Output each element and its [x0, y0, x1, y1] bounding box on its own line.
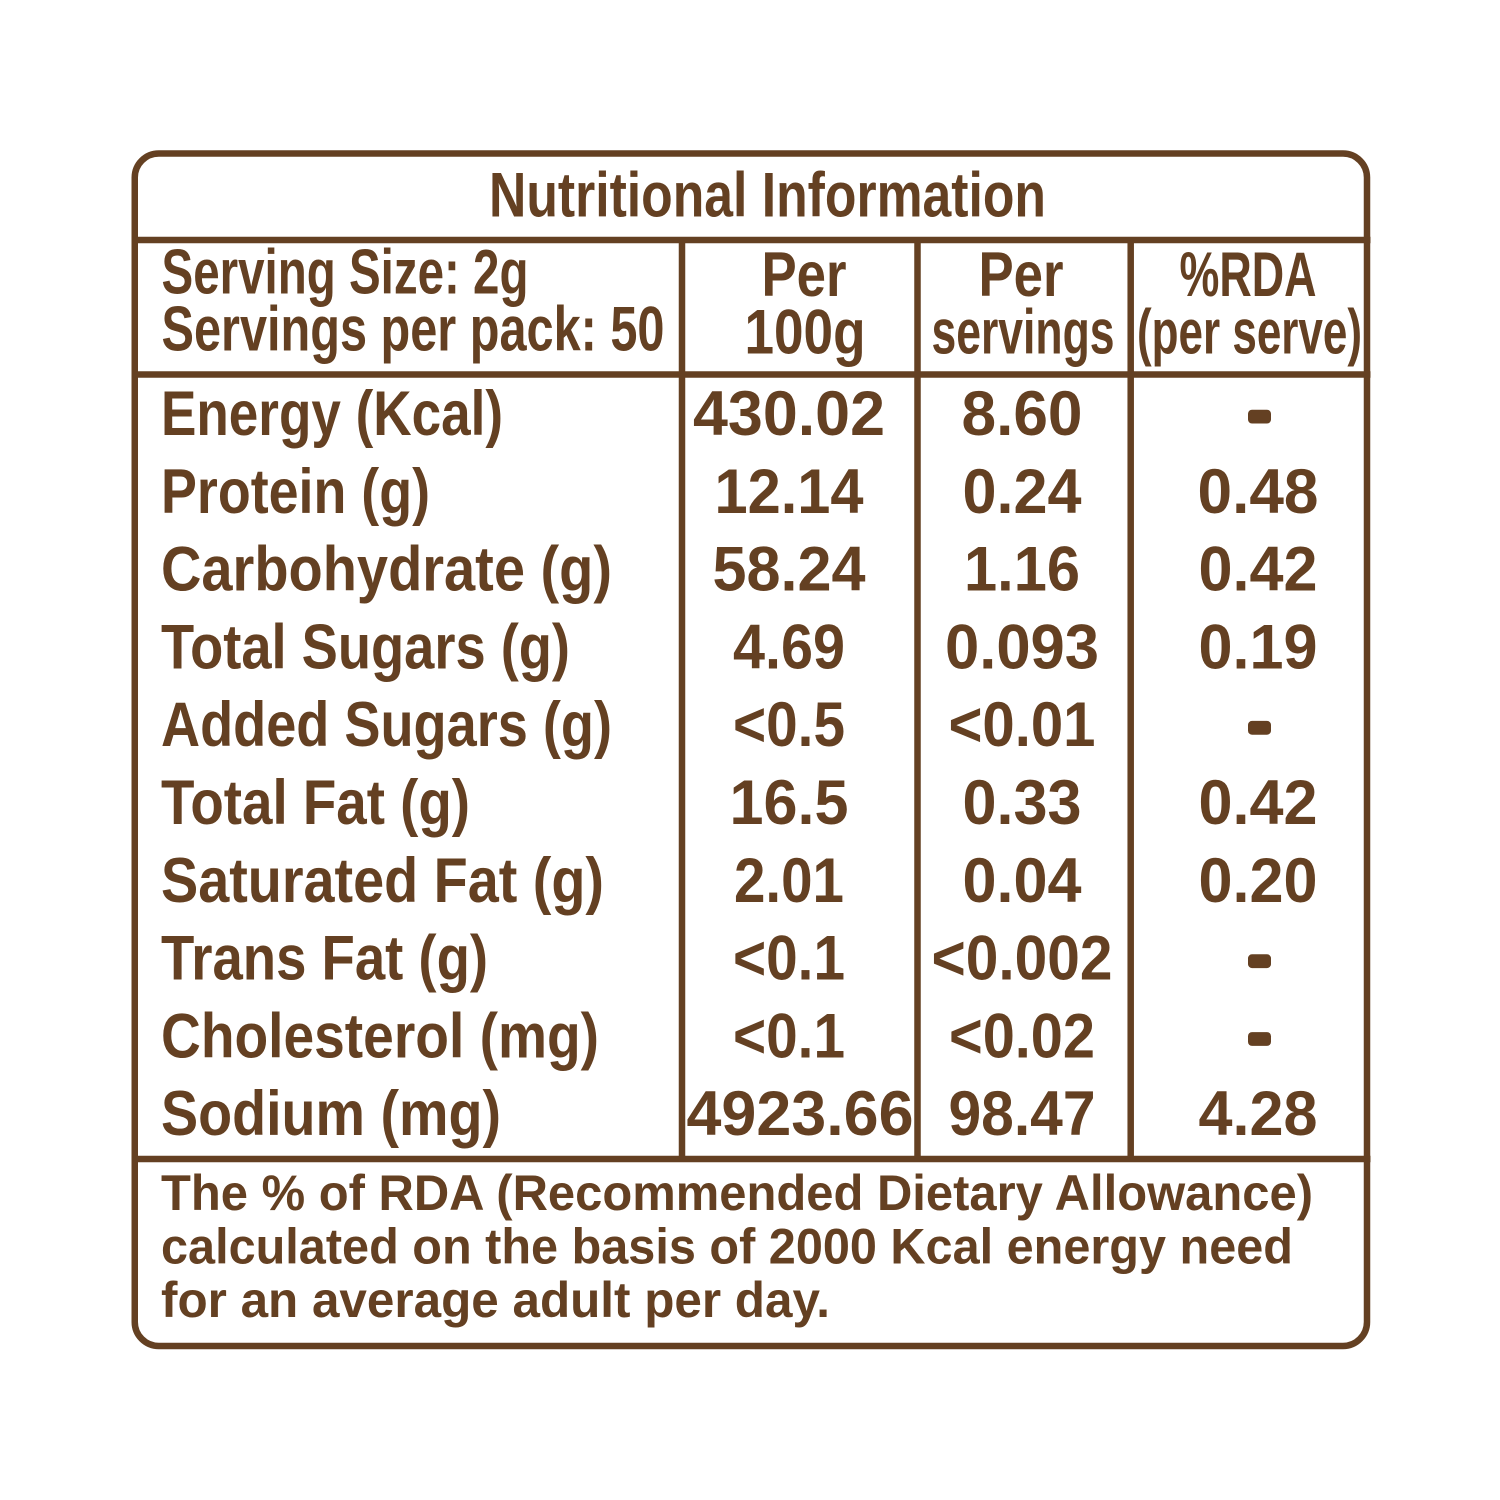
svg-text:Trans Fat (g): Trans Fat (g)	[161, 924, 488, 994]
svg-text:16.5: 16.5	[730, 768, 849, 838]
svg-text:0.42: 0.42	[1199, 768, 1318, 838]
svg-text:0.33: 0.33	[963, 768, 1082, 838]
svg-text:Per: Per	[762, 240, 847, 310]
svg-text:<0.5: <0.5	[733, 690, 845, 760]
svg-text:Nutritional Information: Nutritional Information	[489, 161, 1046, 231]
svg-text:for an average adult per day.: for an average adult per day.	[161, 1272, 830, 1328]
svg-text:0.04: 0.04	[963, 846, 1082, 916]
svg-text:<0.1: <0.1	[733, 924, 845, 994]
svg-text:430.02: 430.02	[693, 379, 885, 449]
svg-text:<0.002: <0.002	[932, 924, 1113, 994]
svg-text:2.01: 2.01	[734, 846, 844, 916]
svg-text:Cholesterol (mg): Cholesterol (mg)	[161, 1001, 599, 1071]
svg-text:100g: 100g	[745, 298, 866, 368]
svg-text:0.48: 0.48	[1198, 457, 1319, 527]
svg-text:Added Sugars (g): Added Sugars (g)	[161, 690, 612, 760]
svg-text:4.69: 4.69	[733, 612, 845, 682]
svg-text:Total Sugars (g): Total Sugars (g)	[161, 612, 570, 682]
svg-text:12.14: 12.14	[715, 457, 864, 527]
svg-text:0.20: 0.20	[1199, 846, 1318, 916]
svg-text:0.24: 0.24	[963, 457, 1082, 527]
svg-text:Protein (g): Protein (g)	[161, 457, 430, 527]
svg-text:1.16: 1.16	[964, 535, 1080, 605]
svg-text:Energy (Kcal): Energy (Kcal)	[161, 379, 503, 449]
svg-text:0.19: 0.19	[1199, 612, 1318, 682]
svg-text:Sodium (mg): Sodium (mg)	[161, 1079, 501, 1149]
svg-text:calculated on the basis of 200: calculated on the basis of 2000 Kcal ene…	[161, 1219, 1293, 1275]
svg-text:<0.02: <0.02	[949, 1001, 1095, 1071]
svg-text:4923.66: 4923.66	[687, 1079, 914, 1149]
svg-text:8.60: 8.60	[962, 379, 1083, 449]
svg-text:%RDA: %RDA	[1180, 240, 1317, 310]
svg-text:98.47: 98.47	[949, 1079, 1096, 1149]
svg-text:<0.01: <0.01	[949, 690, 1096, 760]
svg-text:servings: servings	[932, 298, 1115, 368]
svg-text:4.28: 4.28	[1199, 1079, 1318, 1149]
svg-text:Serving Size: 2g: Serving Size: 2g	[162, 238, 529, 308]
svg-text:Servings per pack: 50: Servings per pack: 50	[162, 295, 665, 365]
svg-text:Carbohydrate (g): Carbohydrate (g)	[161, 535, 612, 605]
svg-text:Saturated Fat (g): Saturated Fat (g)	[161, 846, 604, 916]
svg-text:<0.1: <0.1	[733, 1001, 845, 1071]
svg-text:58.24: 58.24	[713, 535, 866, 605]
svg-text:The % of RDA (Recommended Die: The % of RDA (Recommended Dietary Allowa…	[161, 1165, 1313, 1221]
svg-text:(per serve): (per serve)	[1137, 298, 1362, 368]
svg-text:0.42: 0.42	[1199, 535, 1318, 605]
svg-text:Per: Per	[979, 240, 1064, 310]
svg-text:0.093: 0.093	[945, 612, 1099, 682]
svg-text:Total Fat (g): Total Fat (g)	[161, 768, 470, 838]
